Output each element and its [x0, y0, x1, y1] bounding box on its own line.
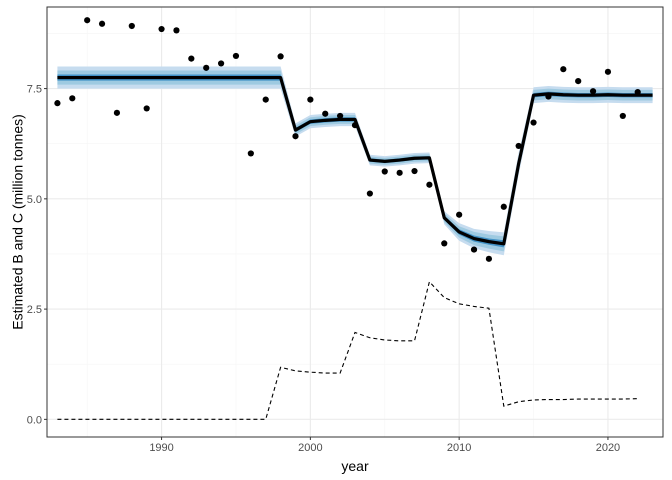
data-point: [232, 52, 240, 60]
data-point: [217, 60, 225, 67]
data-point: [470, 246, 478, 253]
x-tick-label: 1990: [149, 442, 173, 454]
data-point: [411, 167, 418, 175]
data-point: [307, 96, 314, 103]
data-point: [98, 20, 106, 27]
panel-border: [46, 6, 664, 438]
data-point: [530, 119, 537, 126]
x-axis-ticks: 1990 2000 2010 2020: [149, 437, 620, 454]
data-point: [515, 142, 522, 150]
x-tick-label: 2000: [298, 442, 322, 454]
observed-points: [54, 17, 641, 262]
y-axis-ticks: 0.0 2.5 5.0 7.5: [27, 84, 47, 426]
data-point: [277, 53, 284, 60]
data-point: [203, 64, 210, 71]
data-point: [560, 66, 567, 73]
y-tick-label: 0.0: [27, 414, 42, 426]
data-point: [396, 169, 403, 176]
major-gridlines: [47, 7, 663, 437]
data-point: [69, 95, 76, 102]
catch-line: [57, 280, 638, 420]
x-tick-label: 2010: [447, 442, 471, 454]
data-point: [500, 203, 507, 210]
data-point: [262, 96, 269, 103]
data-point: [619, 112, 626, 120]
data-point: [381, 168, 388, 175]
data-point: [485, 255, 493, 262]
y-axis-title: Estimated B and C (million tonnes): [10, 114, 26, 330]
data-point: [589, 88, 597, 95]
data-point: [426, 181, 433, 188]
estimate-series: [57, 75, 653, 246]
data-point: [366, 190, 373, 197]
y-tick-label: 7.5: [27, 84, 42, 96]
data-point: [351, 122, 359, 129]
data-point: [456, 211, 463, 218]
data-point: [604, 68, 612, 75]
y-tick-label: 5.0: [27, 194, 42, 206]
data-point: [337, 112, 344, 120]
data-point: [188, 55, 195, 62]
data-point: [292, 133, 299, 140]
data-point: [84, 17, 91, 24]
credible-interval-bands: [57, 66, 653, 256]
x-axis-title: year: [341, 458, 369, 474]
data-point: [158, 25, 165, 33]
data-point: [143, 105, 150, 112]
band-outer: [57, 66, 653, 256]
estimate-line: [57, 75, 653, 246]
data-point: [128, 22, 135, 30]
data-point: [173, 27, 180, 34]
data-point: [575, 77, 582, 85]
catch-series: [57, 280, 638, 420]
data-point: [113, 109, 121, 116]
data-point: [634, 89, 641, 96]
band-mid: [57, 70, 653, 252]
data-point: [545, 93, 552, 100]
data-point: [247, 150, 254, 157]
x-tick-label: 2020: [596, 442, 620, 454]
data-point: [322, 110, 329, 117]
data-point: [54, 100, 61, 107]
data-point: [441, 240, 448, 247]
y-tick-label: 2.5: [27, 304, 42, 316]
